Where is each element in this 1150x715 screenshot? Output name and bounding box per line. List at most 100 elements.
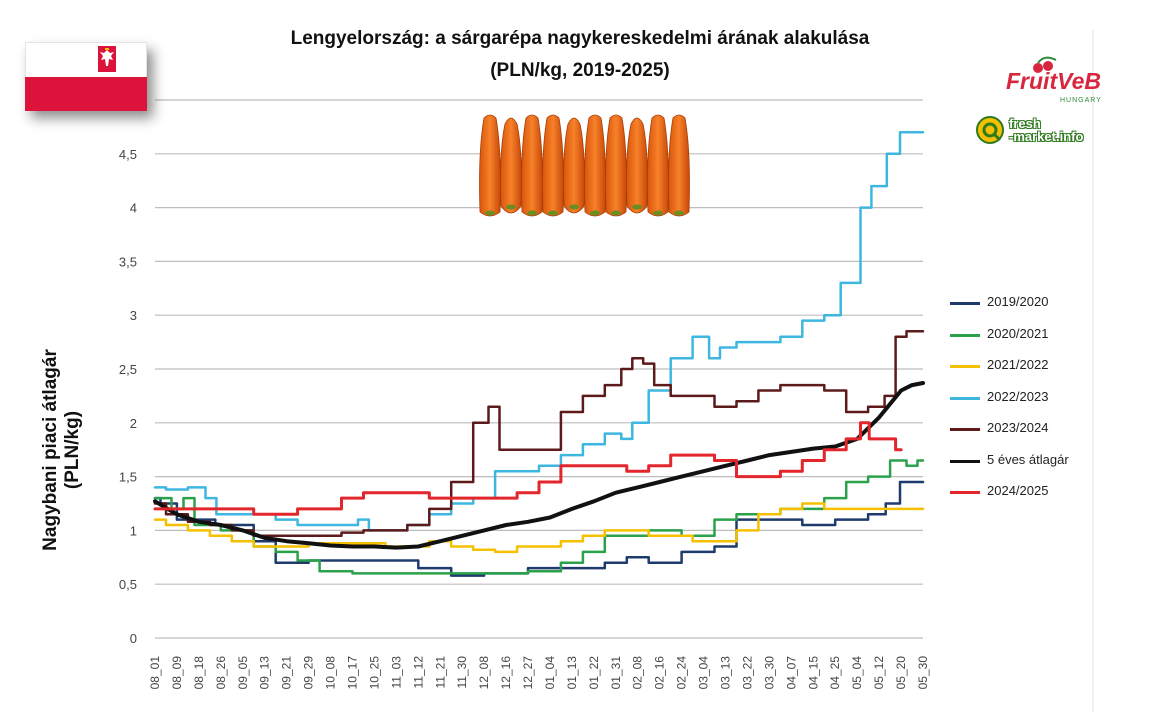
- legend-swatch: [950, 302, 980, 305]
- eagle-icon: [98, 46, 116, 72]
- legend-label: 5 éves átlagár: [987, 451, 1069, 467]
- carrot-top: [590, 210, 600, 216]
- legend-label: 2019/2020: [987, 294, 1049, 309]
- x-tick-label: 10_25: [367, 656, 381, 690]
- y-tick-label: 4: [130, 201, 137, 216]
- legend-swatch: [950, 428, 980, 431]
- legend-item: 5 éves átlagár: [950, 451, 1110, 471]
- x-tick-label: 05_04: [850, 656, 864, 690]
- carrot-top: [506, 204, 516, 210]
- x-tick-label: 05_12: [872, 656, 886, 690]
- x-tick-label: 03_13: [719, 656, 733, 690]
- y-tick-label: 0: [130, 631, 137, 646]
- legend-label: 2020/2021: [987, 325, 1049, 341]
- y-tick-label: 2,5: [119, 362, 137, 377]
- x-tick-label: 03_22: [740, 656, 754, 690]
- carrot-shape: [647, 114, 669, 217]
- fruitveb-logo: FruitVeB HUNGARY: [1000, 56, 1120, 110]
- carrot-shape: [542, 114, 564, 217]
- x-tick-label: 05_30: [916, 656, 930, 690]
- y-axis-label-line2: (PLN/kg): [62, 410, 83, 490]
- y-tick-label: 4,5: [119, 147, 137, 162]
- legend-item: 2023/2024: [950, 419, 1110, 439]
- carrot-top: [632, 204, 642, 210]
- legend-item: 2020/2021: [950, 325, 1110, 345]
- y-tick-label: 2: [130, 416, 137, 431]
- x-tick-label: 11_21: [433, 656, 447, 689]
- y-tick-labels: 0 0,5 1 1,5 2 2,5 3 3,5 4 4,5: [119, 147, 137, 646]
- series-lines: [153, 131, 925, 577]
- carrot-shape: [605, 114, 627, 217]
- x-tick-label: 02_16: [653, 656, 667, 690]
- x-tick-label: 02_08: [631, 656, 645, 690]
- series-line-2022-2023: [153, 131, 925, 532]
- y-tick-label: 1: [130, 523, 137, 538]
- freshmarket-logo: fresh -market.info: [975, 115, 1125, 147]
- legend-item: 2022/2023: [950, 388, 1110, 408]
- fruitveb-sub: HUNGARY: [1060, 97, 1102, 104]
- x-tick-label: 09_21: [280, 656, 294, 690]
- carrot-top: [485, 210, 495, 216]
- x-tick-label: 01_13: [565, 656, 579, 690]
- fruitveb-name: FruitVeB: [1006, 68, 1101, 94]
- carrot-top: [569, 204, 579, 210]
- carrot-shape: [584, 114, 606, 217]
- x-tick-label: 04_15: [806, 656, 820, 690]
- x-tick-label: 12_08: [477, 656, 491, 690]
- y-axis-label-line1: Nagybani piaci átlagár: [40, 349, 61, 551]
- carrots-image: [479, 114, 690, 217]
- x-tick-label: 08_01: [148, 656, 162, 690]
- carrot-shape: [626, 117, 648, 214]
- legend-label: 2023/2024: [987, 420, 1049, 435]
- x-tick-label: 08_09: [170, 656, 184, 690]
- x-tick-label: 01_04: [543, 656, 557, 690]
- freshmarket-icon: [976, 116, 1004, 144]
- x-tick-label: 11_03: [389, 656, 403, 689]
- poland-flag: [25, 42, 147, 111]
- legend-swatch: [950, 459, 980, 463]
- freshmarket-line1: fresh: [1009, 116, 1041, 131]
- carrot-top: [653, 210, 663, 216]
- x-tick-label: 05_20: [894, 656, 908, 690]
- legend-item: 2019/2020: [950, 293, 1110, 313]
- y-tick-label: 1,5: [119, 470, 137, 485]
- legend-swatch: [950, 365, 980, 368]
- x-tick-label: 11_30: [455, 656, 469, 689]
- legend-label: 2022/2023: [987, 388, 1049, 404]
- legend-label: 2024/2025: [987, 483, 1049, 498]
- carrot-shape: [521, 114, 543, 217]
- x-tick-label: 10_17: [345, 656, 359, 690]
- x-tick-label: 08_26: [214, 656, 228, 690]
- x-tick-label: 01_22: [587, 656, 601, 690]
- carrot-shape: [500, 117, 522, 214]
- x-tick-label: 11_12: [411, 656, 425, 689]
- carrot-top: [611, 210, 621, 216]
- series-line-5-ves-tlag-r: [153, 381, 925, 550]
- series-line-2021-2022: [153, 502, 925, 554]
- x-tick-label: 04_25: [828, 656, 842, 690]
- y-tick-label: 3,5: [119, 254, 137, 269]
- x-tick-label: 10_08: [324, 656, 338, 690]
- x-tick-label: 09_29: [302, 656, 316, 690]
- x-tick-label: 08_18: [192, 656, 206, 690]
- cherry-icon: [1033, 56, 1057, 73]
- grid-lines: [155, 99, 923, 639]
- series-line-2024-2025: [153, 421, 903, 516]
- x-tick-label: 12_27: [521, 656, 535, 690]
- legend-item: 2021/2022: [950, 356, 1110, 376]
- x-tick-label: 09_13: [258, 656, 272, 690]
- legend-swatch: [950, 396, 980, 400]
- x-tick-label: 03_30: [762, 656, 776, 690]
- legend-item: 2024/2025: [950, 482, 1110, 502]
- x-tick-label: 02_24: [675, 656, 689, 690]
- carrot-top: [527, 210, 537, 216]
- x-tick-label: 01_31: [609, 656, 623, 690]
- y-tick-label: 3: [130, 308, 137, 323]
- x-tick-label: 12_16: [499, 656, 513, 690]
- x-tick-label: 09_05: [236, 656, 250, 690]
- carrot-shape: [668, 114, 690, 217]
- x-tick-label: 03_04: [697, 656, 711, 690]
- chart-subtitle: (PLN/kg, 2019-2025): [490, 60, 670, 81]
- x-tick-labels: 08_01 08_09 08_18 08_26 09_05 09_13 09_21 09_29…: [148, 656, 930, 690]
